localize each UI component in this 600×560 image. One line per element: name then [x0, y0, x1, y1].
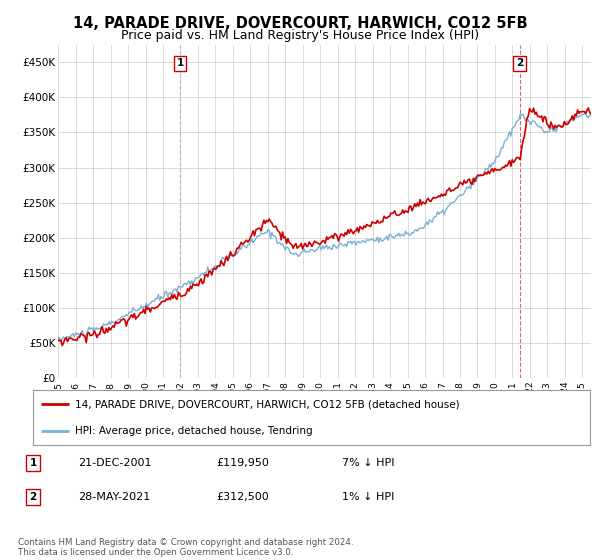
Text: 2: 2 — [29, 492, 37, 502]
Text: 7% ↓ HPI: 7% ↓ HPI — [342, 458, 395, 468]
Text: 1% ↓ HPI: 1% ↓ HPI — [342, 492, 394, 502]
Text: £312,500: £312,500 — [216, 492, 269, 502]
Text: Contains HM Land Registry data © Crown copyright and database right 2024.
This d: Contains HM Land Registry data © Crown c… — [18, 538, 353, 557]
Text: 1: 1 — [29, 458, 37, 468]
Text: 14, PARADE DRIVE, DOVERCOURT, HARWICH, CO12 5FB (detached house): 14, PARADE DRIVE, DOVERCOURT, HARWICH, C… — [75, 399, 460, 409]
Text: Price paid vs. HM Land Registry's House Price Index (HPI): Price paid vs. HM Land Registry's House … — [121, 29, 479, 42]
Text: HPI: Average price, detached house, Tendring: HPI: Average price, detached house, Tend… — [75, 427, 313, 436]
Text: 28-MAY-2021: 28-MAY-2021 — [78, 492, 150, 502]
Text: 14, PARADE DRIVE, DOVERCOURT, HARWICH, CO12 5FB: 14, PARADE DRIVE, DOVERCOURT, HARWICH, C… — [73, 16, 527, 31]
Text: 21-DEC-2001: 21-DEC-2001 — [78, 458, 151, 468]
Text: £119,950: £119,950 — [216, 458, 269, 468]
Text: 1: 1 — [176, 58, 184, 68]
Text: 2: 2 — [516, 58, 523, 68]
